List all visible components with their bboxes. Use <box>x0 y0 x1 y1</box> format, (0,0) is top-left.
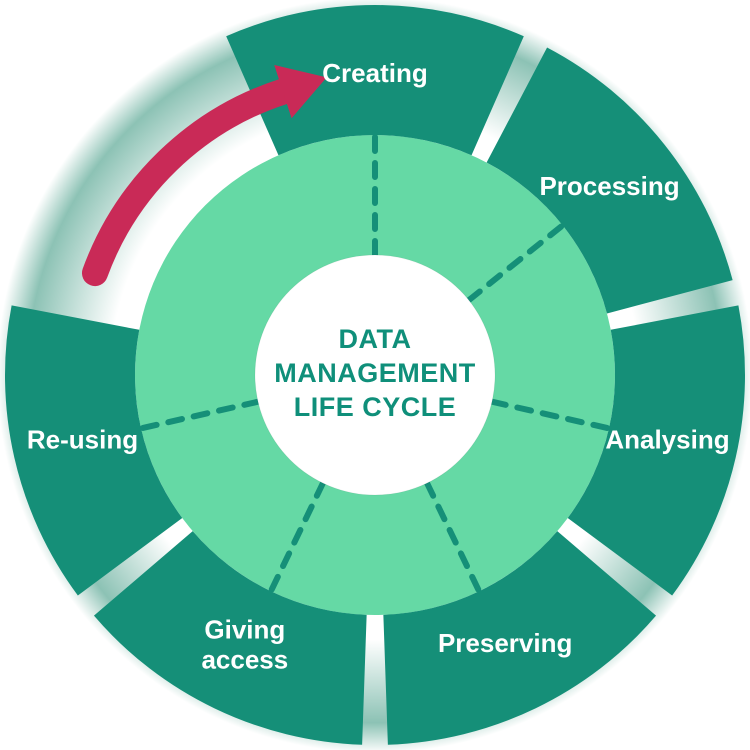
segment-label: Givingaccess <box>201 614 288 674</box>
cycle-diagram: DATA MANAGEMENT LIFE CYCLE Creating Processi… <box>0 0 750 750</box>
segment-label: Re-using <box>27 425 138 455</box>
segment-label: Preserving <box>438 628 572 658</box>
segment-label: Analysing <box>605 425 729 455</box>
center-title-line: LIFE CYCLE <box>294 392 457 422</box>
segment-label: Creating <box>322 58 427 88</box>
center-title-line: DATA <box>339 324 412 354</box>
segment-label: Processing <box>539 171 679 201</box>
center-title-line: MANAGEMENT <box>274 358 476 388</box>
